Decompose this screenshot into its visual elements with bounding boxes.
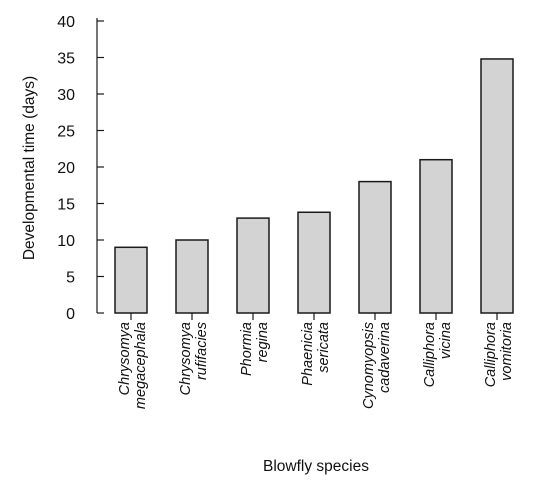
category-label-text: Chrysomyamegacephala xyxy=(117,322,149,409)
category-label-text: Cynomyopsiscadaverina xyxy=(361,322,393,409)
y-tick-label: 30 xyxy=(57,87,75,104)
category-label: Phormiaregina xyxy=(239,322,271,376)
y-tick-label: 20 xyxy=(57,160,75,177)
category-label: Chrysomyarufifacies xyxy=(178,322,210,395)
y-tick-label: 25 xyxy=(57,124,75,141)
y-tick-label: 35 xyxy=(57,51,75,68)
x-ticks xyxy=(130,313,498,320)
bars xyxy=(114,58,514,314)
bar xyxy=(297,211,331,314)
bar xyxy=(419,158,453,314)
bar xyxy=(114,246,148,314)
y-ticks: 0 5 10 15 20 25 30 35 40 xyxy=(57,14,104,323)
category-label: Calliphoravicina xyxy=(422,322,454,387)
category-label: Cynomyopsiscadaverina xyxy=(361,322,393,409)
category-label-text: Calliphoravomitoria xyxy=(483,322,515,387)
category-label-text: Phormiaregina xyxy=(239,322,271,376)
category-label: Phaeniciasericata xyxy=(300,322,332,386)
y-tick-label: 5 xyxy=(66,270,75,287)
bar xyxy=(480,58,514,314)
category-label-text: Phaeniciasericata xyxy=(300,322,332,386)
category-label-text: Chrysomyarufifacies xyxy=(178,322,210,395)
category-label-text: Calliphoravicina xyxy=(422,322,454,387)
y-axis-title: Developmental time (days) xyxy=(21,76,38,260)
category-label: Chrysomyamegacephala xyxy=(117,322,149,409)
bar xyxy=(236,217,270,314)
y-tick-label: 0 xyxy=(66,306,75,323)
bar xyxy=(358,180,392,314)
y-tick-label: 10 xyxy=(57,233,75,250)
category-label: Calliphoravomitoria xyxy=(483,322,515,387)
bar xyxy=(175,239,209,314)
y-tick-label: 40 xyxy=(57,14,75,31)
x-axis-title: Blowfly species xyxy=(263,458,369,475)
y-tick-label: 15 xyxy=(57,197,75,214)
category-labels: Chrysomyamegacephala Chrysomyarufifacies P… xyxy=(117,322,515,409)
